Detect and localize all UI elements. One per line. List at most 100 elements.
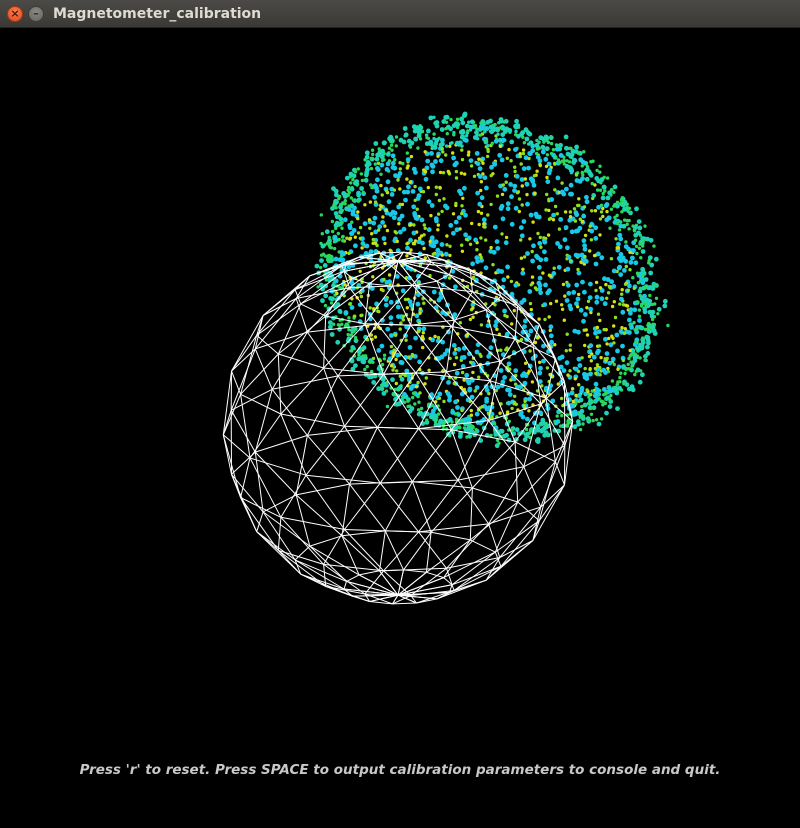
data-point [446, 380, 451, 385]
data-point [372, 215, 378, 221]
data-point [380, 317, 385, 323]
data-point [592, 253, 597, 258]
data-point [614, 237, 618, 241]
data-point [633, 232, 639, 238]
data-point [543, 156, 549, 162]
data-point [333, 278, 339, 284]
data-point [320, 232, 324, 236]
data-point [482, 222, 486, 226]
wireframe-edge [277, 315, 327, 355]
data-point [650, 286, 656, 291]
data-point [439, 127, 445, 132]
data-point [576, 267, 580, 272]
data-point [543, 282, 548, 288]
data-point [514, 118, 519, 124]
data-point [446, 329, 451, 335]
wireframe-edge [364, 593, 371, 602]
wireframe-edge [309, 535, 343, 547]
wireframe-edge [280, 413, 307, 476]
data-point [623, 371, 627, 376]
data-point [603, 189, 607, 193]
data-point [435, 247, 441, 253]
data-point [528, 237, 532, 241]
data-point [528, 328, 534, 334]
data-point [427, 368, 431, 372]
data-point [390, 148, 394, 152]
data-point [477, 157, 481, 161]
data-point [653, 282, 657, 287]
data-point [568, 215, 573, 219]
data-point [423, 382, 427, 386]
wireframe-edge [384, 260, 413, 286]
data-point [423, 150, 427, 154]
data-point [527, 409, 531, 413]
data-point [335, 291, 339, 296]
data-point [642, 306, 647, 312]
data-point [451, 212, 456, 216]
data-point [564, 145, 569, 151]
data-point [455, 117, 460, 122]
data-point [426, 128, 431, 134]
data-point [389, 333, 394, 338]
data-point [587, 295, 593, 300]
data-point [444, 427, 449, 431]
data-point [417, 400, 421, 404]
data-point [522, 141, 527, 145]
data-point [616, 380, 620, 384]
data-point [490, 415, 494, 419]
data-point [604, 410, 609, 416]
data-point [621, 364, 626, 369]
data-point [588, 224, 592, 228]
data-point [568, 259, 573, 263]
data-point [433, 305, 439, 311]
data-point [423, 170, 428, 174]
data-point [379, 153, 384, 159]
data-point [347, 251, 351, 256]
data-point [474, 151, 480, 156]
data-point [409, 154, 414, 159]
data-point [624, 303, 628, 307]
data-point [553, 343, 557, 347]
data-point [540, 144, 546, 150]
data-point [403, 373, 407, 378]
data-point [451, 155, 456, 161]
data-point [611, 284, 617, 289]
data-point [596, 329, 602, 335]
data-point [463, 212, 468, 218]
data-point [590, 209, 594, 213]
close-icon[interactable]: × [7, 6, 23, 22]
wireframe-edge [499, 360, 542, 405]
data-point [347, 185, 351, 190]
data-point [647, 255, 653, 261]
data-point [463, 427, 469, 433]
data-point [401, 226, 407, 232]
wireframe-edge [418, 371, 447, 429]
title-bar[interactable]: × – Magnetometer_calibration [0, 0, 800, 28]
data-point [577, 292, 581, 297]
data-point [513, 368, 519, 374]
data-point [322, 263, 328, 268]
calibration-scene[interactable] [0, 28, 800, 828]
data-point [645, 344, 650, 350]
data-point [416, 239, 422, 245]
data-point [647, 321, 651, 326]
data-point [361, 354, 365, 358]
data-point [479, 188, 483, 193]
data-point [433, 216, 439, 222]
data-point [642, 293, 647, 299]
wireframe-edge [517, 461, 556, 503]
data-point [373, 229, 378, 235]
data-point [479, 180, 484, 184]
3d-viewport[interactable]: Press 'r' to reset. Press SPACE to outpu… [0, 28, 800, 828]
data-point [382, 277, 386, 282]
data-point [463, 113, 468, 118]
data-point [416, 133, 422, 139]
data-point [353, 314, 357, 318]
data-point [416, 146, 420, 150]
data-point [366, 161, 372, 167]
data-point [379, 162, 385, 168]
data-point [596, 251, 601, 257]
minimize-icon[interactable]: – [28, 6, 44, 22]
data-point [641, 274, 645, 278]
data-point [540, 384, 544, 388]
